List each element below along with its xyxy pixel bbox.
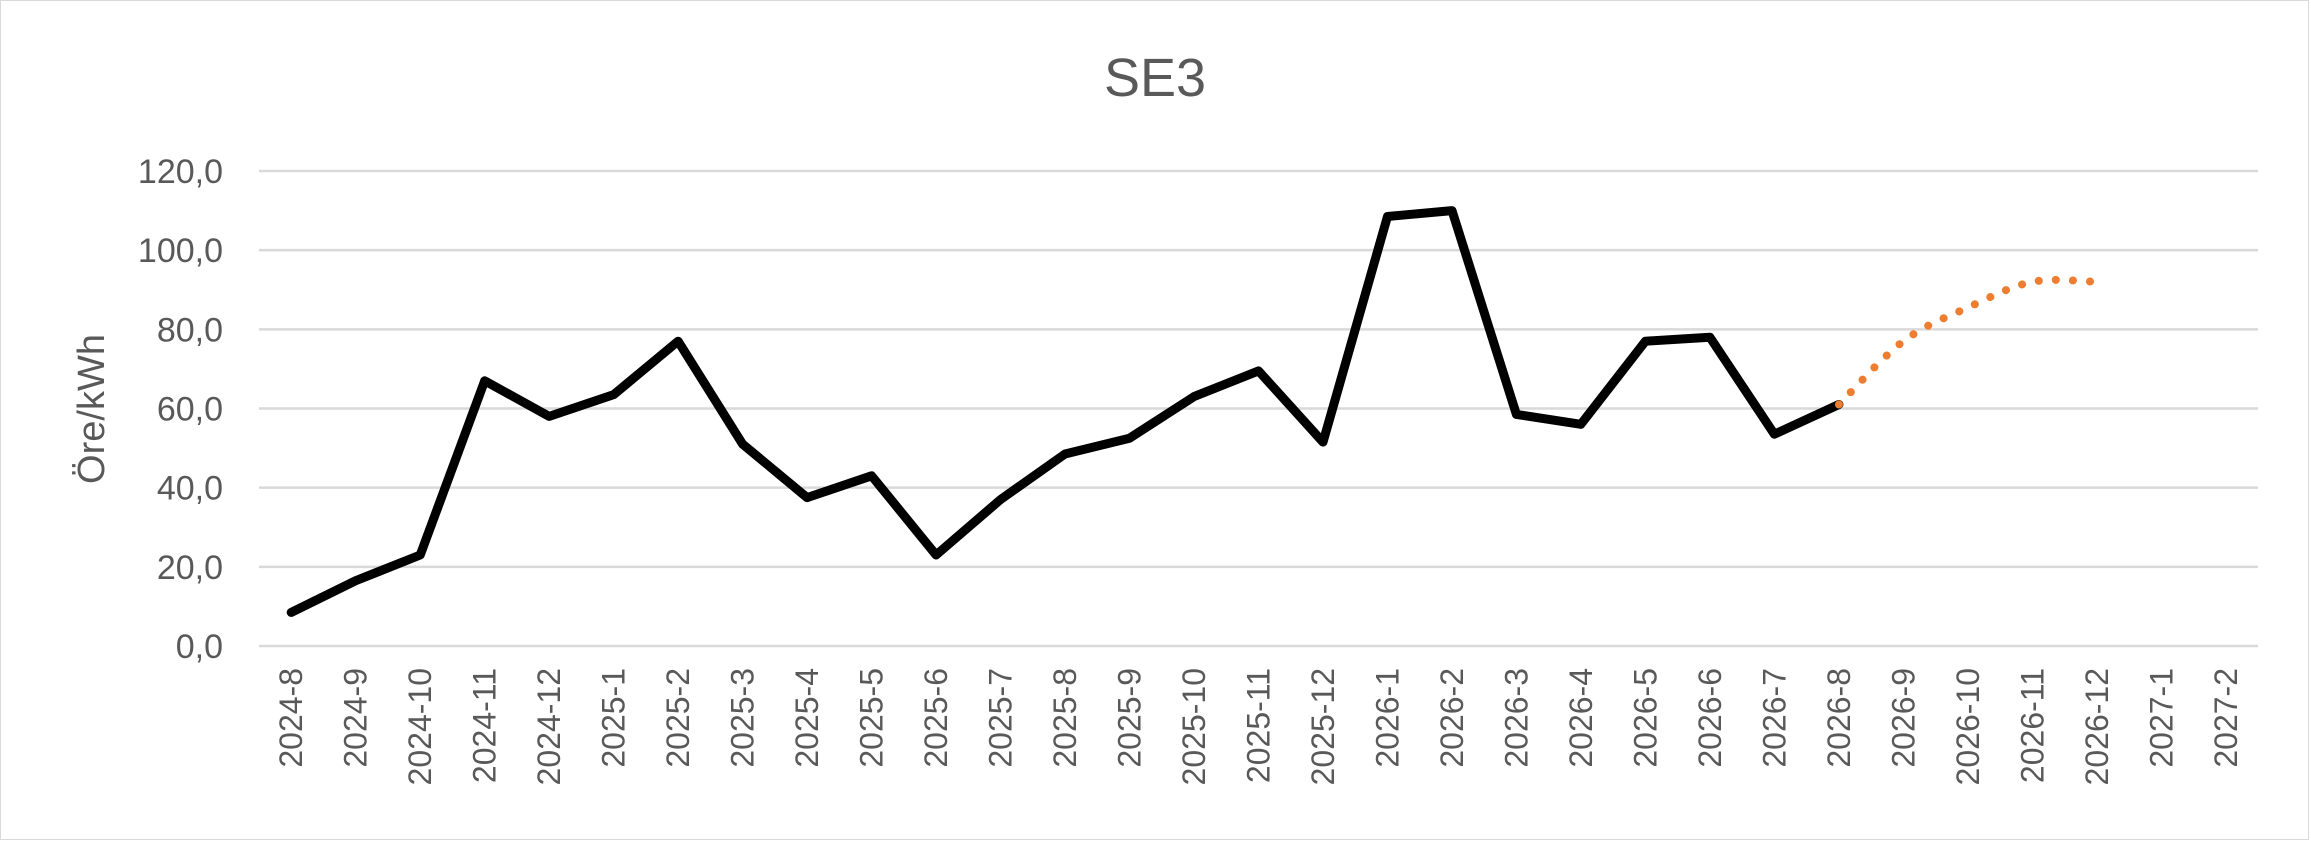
x-tick-label: 2025-11 [1241, 668, 1277, 783]
x-tick-label: 2025-4 [789, 668, 825, 768]
y-tick-label: 60,0 [157, 391, 223, 429]
x-tick-label: 2025-12 [1305, 668, 1341, 785]
x-tick-label: 2024-11 [467, 668, 503, 783]
series-lines [286, 206, 2101, 617]
y-tick-label: 40,0 [157, 470, 223, 508]
x-tick-label: 2026-10 [1950, 668, 1986, 785]
x-tick-label: 2026-6 [1692, 668, 1728, 768]
x-tick-label: 2025-8 [1047, 668, 1083, 768]
y-tick-labels: 0,0 20,0 40,0 60,0 80,0 100,0 120,0 [138, 153, 223, 666]
x-tick-label: 2025-9 [1112, 668, 1148, 768]
x-tick-label: 2025-1 [596, 668, 632, 768]
x-tick-label: 2025-10 [1176, 668, 1212, 785]
x-tick-label: 2024-8 [273, 668, 309, 768]
actual-series-line [286, 206, 1844, 617]
x-tick-label: 2025-7 [983, 668, 1019, 768]
gridlines [259, 169, 2258, 648]
x-tick-label: 2026-8 [1821, 668, 1857, 768]
x-tick-label: 2026-11 [2014, 668, 2050, 783]
x-tick-label: 2027-1 [2143, 668, 2179, 768]
y-axis-label: Öre/kWh [71, 334, 113, 484]
x-tick-label: 2024-9 [338, 668, 374, 768]
x-tick-label: 2026-3 [1498, 668, 1534, 768]
x-tick-label: 2024-12 [531, 668, 567, 785]
x-tick-label: 2025-6 [918, 668, 954, 768]
x-tick-label: 2025-2 [660, 668, 696, 768]
x-tick-label: 2026-1 [1369, 668, 1405, 768]
forecast-series-line [1834, 275, 2101, 409]
y-tick-label: 80,0 [157, 311, 223, 349]
x-tick-label: 2026-4 [1563, 668, 1599, 768]
x-tick-label: 2026-12 [2079, 668, 2115, 785]
x-tick-label: 2026-9 [1885, 668, 1921, 768]
y-tick-label: 120,0 [138, 153, 223, 191]
y-tick-label: 0,0 [176, 628, 223, 666]
x-tick-label: 2024-10 [402, 668, 438, 785]
x-tick-label: 2026-5 [1627, 668, 1663, 768]
x-tick-label: 2025-3 [725, 668, 761, 768]
x-tick-label: 2025-5 [854, 668, 890, 768]
x-tick-label: 2026-2 [1434, 668, 1470, 768]
chart-title: SE3 [1104, 48, 1206, 108]
x-tick-labels: 2024-8 2024-9 2024-10 2024-11 2024-12 2025-1 2… [273, 668, 2244, 785]
x-tick-label: 2027-2 [2208, 668, 2244, 768]
x-tick-label: 2026-7 [1756, 668, 1792, 768]
y-tick-label: 20,0 [157, 549, 223, 587]
y-tick-label: 100,0 [138, 232, 223, 270]
